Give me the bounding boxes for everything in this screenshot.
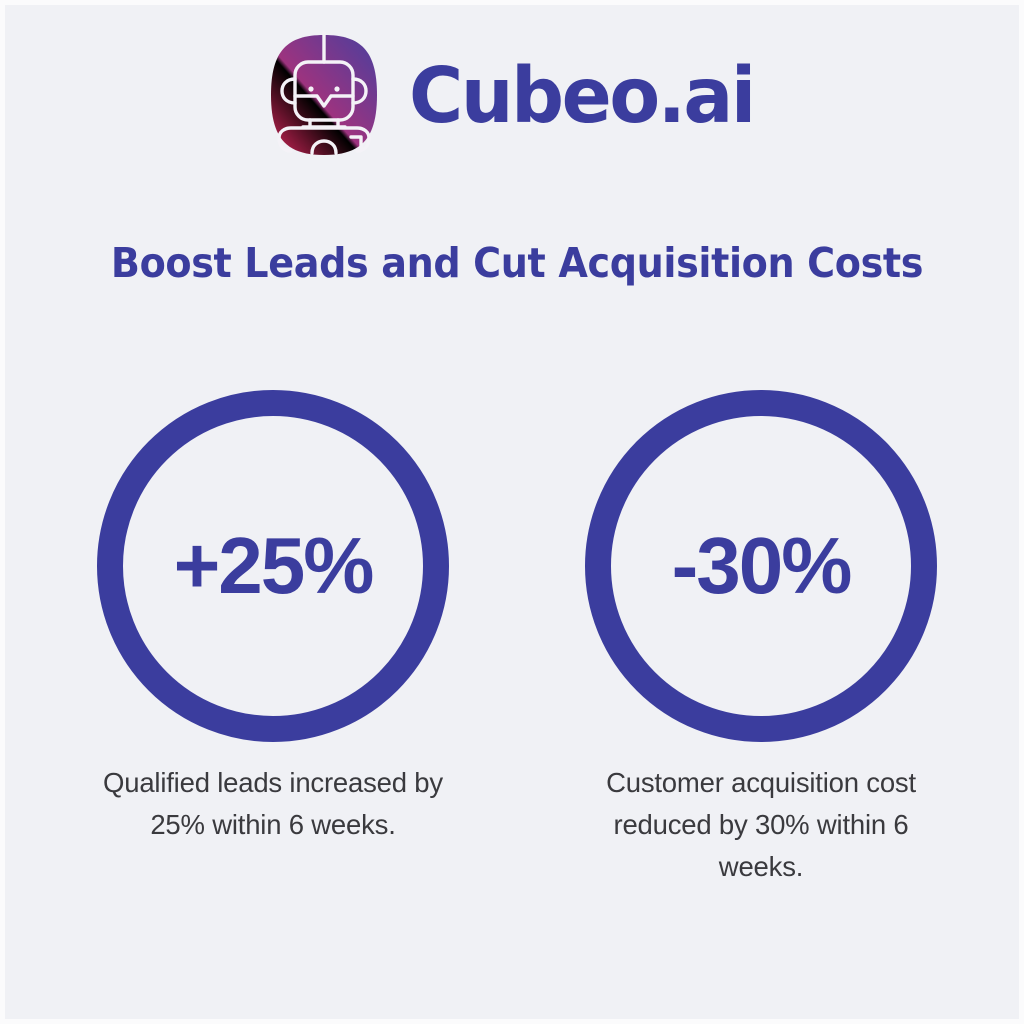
- stat-caption-cac: Customer acquisition cost reduced by 30%…: [606, 767, 916, 882]
- stat-card-cac: -30% Customer acquisition cost reduced b…: [585, 390, 937, 887]
- stat-caption-leads: Qualified leads increased by 25% within …: [103, 767, 443, 840]
- stats-row: +25% Qualified leads increased by 25% wi…: [5, 390, 1019, 887]
- stat-value-cac: -30%: [671, 521, 853, 610]
- stat-ring-leads: +25%: [97, 390, 449, 742]
- stat-value-leads: +25%: [173, 521, 375, 610]
- brand-wordmark[interactable]: Cubeo.ai: [409, 51, 756, 141]
- cubeo-robot-logo-icon: [271, 31, 378, 155]
- stat-card-leads: +25% Qualified leads increased by 25% wi…: [97, 390, 449, 846]
- stat-ring-cac: -30%: [585, 390, 937, 742]
- ring-donut-icon: [585, 390, 937, 742]
- brand-header: Cubeo.ai: [5, 27, 1019, 163]
- ring-donut-icon: [97, 390, 449, 742]
- page-title: Boost Leads and Cut Acquisition Costs: [110, 239, 924, 287]
